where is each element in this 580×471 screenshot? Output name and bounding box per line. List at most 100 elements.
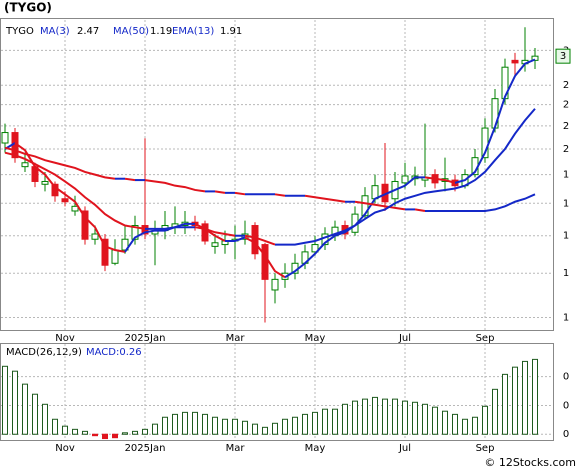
x-tick-label: Mar [226,443,246,454]
y-tick-label: 1 [563,313,569,324]
macd-bar [462,418,468,435]
macd-bar [12,370,18,435]
x-tick-label: Jul [398,333,411,344]
macd-bar [332,408,338,435]
macd-value: MACD:0.26 [86,347,142,358]
candle-body [91,233,99,240]
ma-line [454,58,536,184]
ma-line [424,176,456,184]
macd-bar [112,433,118,439]
macd-bar [432,406,438,435]
ma-line [225,236,246,242]
macd-bar [482,405,488,435]
macd-bar [62,425,68,435]
macd-bar [422,403,428,435]
macd-bar [102,433,108,440]
macd-bar [492,388,498,435]
x-tick-label: May [305,333,326,344]
y-tick-label: 2 [563,144,569,155]
legend-value: 1.91 [220,26,242,37]
candle-body [71,205,79,212]
macd-bar [142,428,148,435]
candle-body [121,238,129,251]
candle-body [41,180,49,185]
candle-body [61,198,69,203]
legend-label: MA(50) [113,26,149,37]
legend-value: 2.47 [77,26,99,37]
y-tick-label: 1 [563,268,569,279]
ma-line [414,208,426,212]
y-tick-label: 0 [563,372,569,383]
macd-bar [502,373,508,435]
macd-bar [322,408,328,435]
macd-bar [92,433,98,437]
candle-body [81,210,89,240]
macd-bar [2,365,8,435]
legend-value: 1.19 [150,26,172,37]
ma-line [145,226,195,230]
candle-body [311,244,319,253]
macd-bar [472,416,478,435]
last-price-label: 3 [560,51,566,62]
macd-title: MACD(26,12,9) [6,347,82,358]
macd-bar [152,423,158,435]
macd-bar [402,400,408,435]
macd-bar [382,398,388,435]
legend-label: EMA(13) [172,26,214,37]
x-tick-label: Sep [476,443,495,454]
ma-line [244,236,286,279]
candle-body [361,195,369,217]
macd-bar [22,383,28,435]
macd-bar [252,423,258,435]
ma-line [144,179,206,193]
x-tick-label: Nov [55,443,75,454]
macd-bar [352,400,358,435]
macd-bar [182,411,188,435]
x-tick-label: 2025Jan [125,443,166,454]
macd-bar [122,432,128,435]
candle-body [401,175,409,184]
candle-body [271,278,279,291]
ma-line [234,191,246,196]
macd-bar [212,416,218,435]
ma-line [425,193,536,212]
macd-bar [412,401,418,435]
y-tick-label: 1 [563,231,569,242]
ma-line [244,234,276,246]
y-tick-label: 2 [563,80,569,91]
candle-body [131,225,139,240]
macd-bar [52,418,58,435]
macd-bar [282,418,288,435]
x-tick-label: 2025Jan [125,333,166,344]
legend-label: MA(3) [40,26,70,37]
ma-line [274,193,286,197]
macd-bar [452,413,458,435]
legend-symbol: TYGO [5,26,34,37]
y-tick-label: 2 [563,121,569,132]
ma-line [304,194,346,203]
macd-bar [442,410,448,435]
macd-bar [532,358,538,435]
x-tick-label: Nov [55,333,75,344]
ma-line [214,190,226,194]
candle-body [201,223,209,242]
macd-bar [82,430,88,435]
candle-body [211,242,219,247]
candle-body [261,244,269,280]
ma-line [354,200,406,211]
x-tick-label: Jul [398,443,411,454]
macd-bar [242,420,248,435]
y-tick-label: 0 [563,429,569,440]
macd-bar [272,422,278,435]
ma-line [124,177,136,182]
candle-body [101,238,109,266]
macd-bar [522,360,528,435]
macd-bar [342,403,348,435]
ma-line [194,226,236,237]
macd-bar [222,418,228,435]
candle-body [21,162,29,168]
ma-line [4,146,116,180]
x-tick-label: May [305,443,326,454]
x-tick-label: Sep [476,333,495,344]
